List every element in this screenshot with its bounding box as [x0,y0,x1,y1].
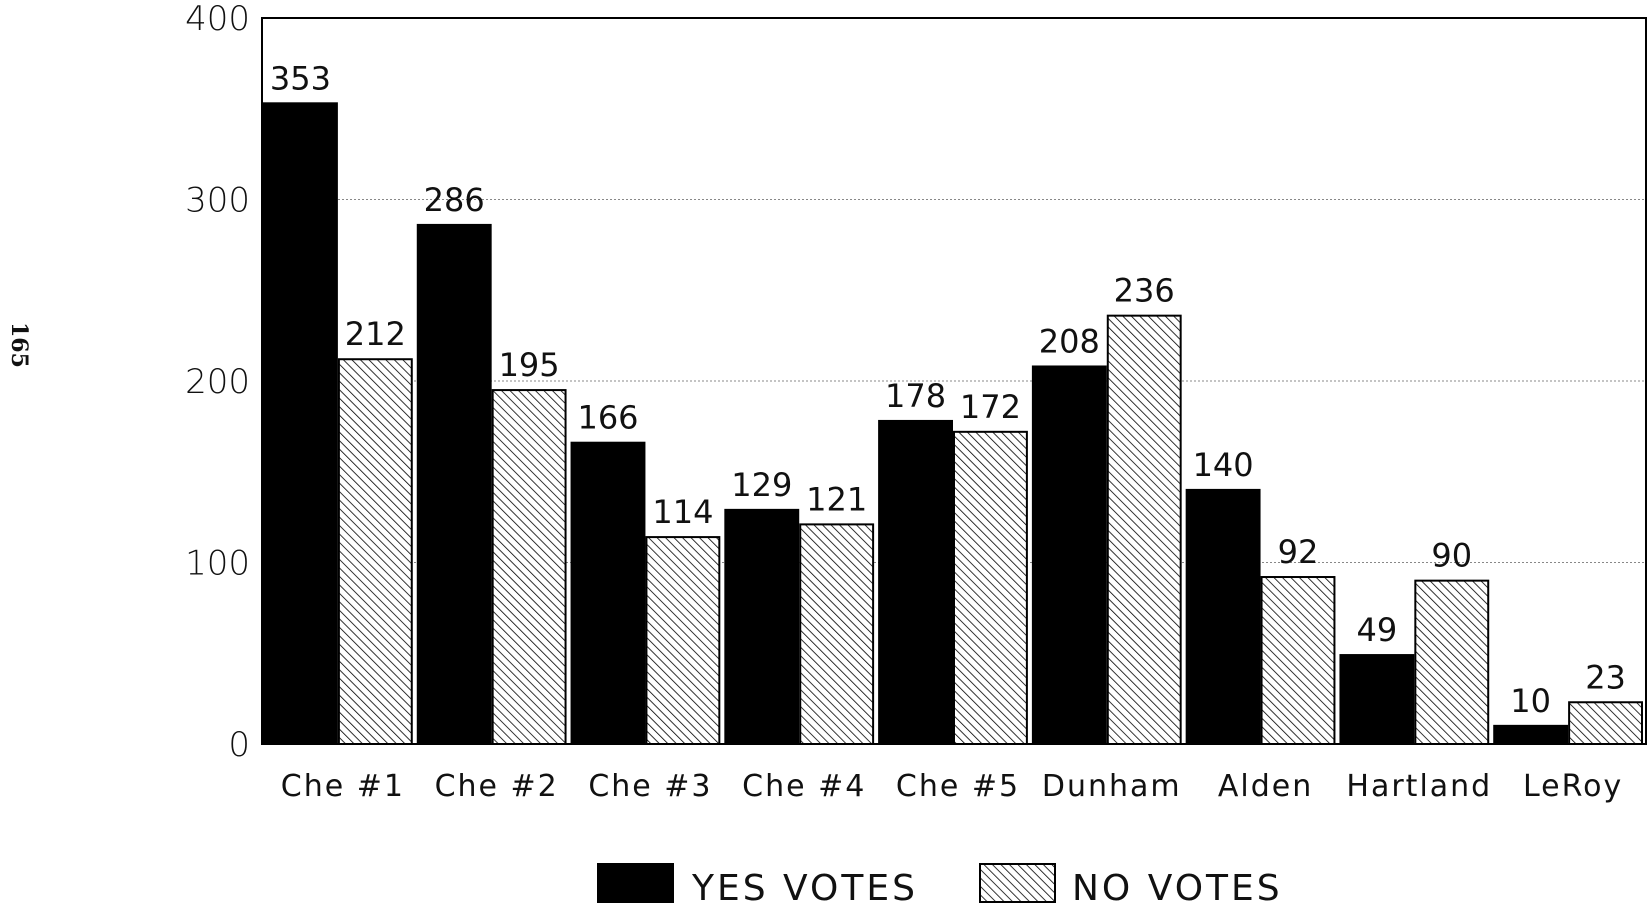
data-label-yes-5: 208 [1039,322,1100,360]
bar-yes-7 [1339,654,1415,745]
x-category-label-7: Hartland [1346,769,1492,804]
plot-area-frame [261,17,1647,745]
bar-yes-1 [416,223,492,746]
bar-no-7 [1414,579,1490,746]
bar-yes-8 [1493,724,1569,745]
legend-label-yes: YES VOTES [691,868,918,907]
bar-no-6 [1260,576,1336,746]
x-axis-category-labels: Che #1 Che #2 Che #3 Che #4 Che #5 Dunham Alde… [281,769,1623,804]
bar-no-4 [953,430,1028,745]
x-category-label-5: Dunham [1042,769,1182,804]
data-label-no-0: 212 [345,315,406,353]
x-category-label-8: LeRoy [1523,769,1623,804]
y-tick-label-3: 300 [185,181,250,221]
data-label-yes-0: 353 [270,59,331,97]
bar-no-0 [337,358,413,745]
data-label-no-1: 195 [499,346,560,384]
x-category-label-2: Che #3 [588,769,712,804]
data-label-yes-4: 178 [885,377,946,415]
data-label-no-4: 172 [960,388,1021,426]
data-label-yes-3: 129 [731,466,792,504]
bar-no-8 [1568,701,1643,746]
y-axis-tick-labels: 0 100 200 300 400 [185,0,250,765]
bar-yes-0 [263,102,338,746]
x-category-label-6: Alden [1218,769,1313,804]
y-tick-label-0: 0 [228,725,250,765]
x-category-label-4: Che #5 [896,769,1020,804]
bar-yes-3 [724,508,800,745]
data-label-no-7: 90 [1431,537,1472,575]
data-label-yes-7: 49 [1357,611,1398,649]
data-label-yes-2: 166 [577,399,638,437]
legend-label-no: NO VOTES [1072,868,1283,907]
bar-no-1 [491,389,567,745]
data-label-no-3: 121 [806,480,867,518]
data-label-no-6: 92 [1278,533,1319,571]
bar-no-2 [645,536,721,746]
data-label-no-2: 114 [652,493,713,531]
data-labels: 353 212 286 195 166 114 129 121 178 172 208 236 140 9… [270,59,1626,720]
bars [263,102,1643,746]
bar-no-5 [1106,314,1182,745]
x-category-label-1: Che #2 [435,769,559,804]
legend-swatch-yes [597,863,674,903]
data-label-no-5: 236 [1114,272,1175,310]
page-number: 165 [6,322,32,368]
bar-no-3 [799,523,875,746]
bar-yes-2 [570,441,646,745]
bar-yes-5 [1031,365,1107,745]
data-label-yes-6: 140 [1193,446,1254,484]
x-category-label-3: Che #4 [742,769,866,804]
bar-yes-6 [1185,488,1261,745]
legend: YES VOTES NO VOTES [597,863,1283,907]
legend-swatch-no [979,863,1056,903]
y-tick-label-2: 200 [185,362,250,402]
y-tick-label-4: 400 [185,0,250,39]
x-category-label-0: Che #1 [281,769,405,804]
data-label-yes-1: 286 [424,181,485,219]
y-tick-label-1: 100 [185,544,250,584]
data-label-yes-8: 10 [1510,682,1551,720]
bar-yes-4 [878,419,953,745]
data-label-no-8: 23 [1585,658,1626,696]
